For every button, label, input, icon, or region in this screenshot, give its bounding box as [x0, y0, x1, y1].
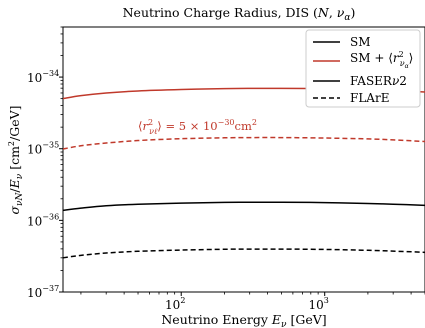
svg-text:SM: SM	[350, 35, 371, 49]
legend-entry-sm-charge-radius: SM + ⟨r2 να⟩	[313, 50, 413, 70]
series-line-3	[62, 201, 425, 212]
minor-ticks	[60, 26, 425, 295]
legend-entry-sm: SM	[313, 35, 371, 49]
legend-entry-faser: FASERν2	[313, 74, 407, 88]
y-axis-label: σνN/Eν [cm2/GeV]	[7, 105, 25, 214]
y-tick-label: 10−36	[27, 212, 59, 228]
chart-title: Neutrino Charge Radius, DIS (N, να)	[123, 5, 356, 23]
x-tick-label: 102	[165, 296, 185, 312]
tick-labels: 102 103 10−37 10−36 10−35 10−34	[27, 69, 329, 312]
y-tick-label: 10−35	[27, 141, 59, 157]
legend: SM SM + ⟨r2 να⟩ FASERν2 FLArE	[305, 29, 421, 108]
series-line-4	[62, 248, 425, 259]
x-tick-label: 103	[309, 296, 329, 312]
y-tick-label: 10−37	[27, 284, 59, 300]
y-tick-label: 10−34	[27, 69, 59, 85]
series-line-2	[62, 136, 425, 150]
svg-text:FASERν2: FASERν2	[350, 74, 407, 88]
svg-text:FLArE: FLArE	[350, 91, 389, 105]
legend-entry-flare: FLArE	[313, 91, 389, 105]
legend-box	[305, 29, 421, 108]
series-layer	[62, 87, 425, 259]
x-axis-label: Neutrino Energy Eν [GeV]	[161, 312, 326, 328]
major-ticks	[59, 76, 326, 296]
annotation: ⟨r2 νℓ⟩ = 5 × 10−30cm2	[138, 118, 257, 136]
